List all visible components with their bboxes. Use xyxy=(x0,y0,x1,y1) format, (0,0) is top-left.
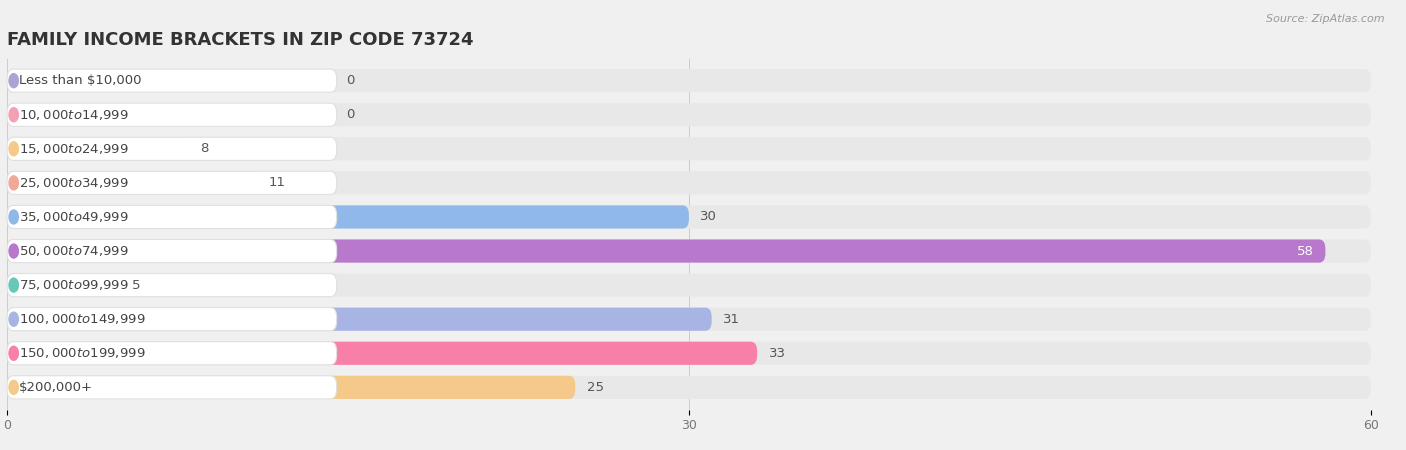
Text: 58: 58 xyxy=(1298,244,1315,257)
Circle shape xyxy=(8,176,18,190)
Text: 5: 5 xyxy=(132,279,141,292)
Circle shape xyxy=(8,74,18,88)
FancyBboxPatch shape xyxy=(7,103,336,126)
Circle shape xyxy=(8,380,18,394)
FancyBboxPatch shape xyxy=(7,171,257,194)
FancyBboxPatch shape xyxy=(7,205,689,229)
Text: $100,000 to $149,999: $100,000 to $149,999 xyxy=(18,312,145,326)
Text: 25: 25 xyxy=(586,381,603,394)
FancyBboxPatch shape xyxy=(7,171,1371,194)
Text: $200,000+: $200,000+ xyxy=(18,381,93,394)
FancyBboxPatch shape xyxy=(7,308,1371,331)
FancyBboxPatch shape xyxy=(7,69,336,92)
FancyBboxPatch shape xyxy=(7,239,1326,263)
Text: $10,000 to $14,999: $10,000 to $14,999 xyxy=(18,108,128,122)
FancyBboxPatch shape xyxy=(7,376,575,399)
FancyBboxPatch shape xyxy=(7,308,711,331)
Text: 30: 30 xyxy=(700,211,717,224)
FancyBboxPatch shape xyxy=(7,274,121,297)
Text: $75,000 to $99,999: $75,000 to $99,999 xyxy=(18,278,128,292)
Circle shape xyxy=(8,346,18,360)
Text: Less than $10,000: Less than $10,000 xyxy=(18,74,141,87)
Text: 8: 8 xyxy=(200,142,208,155)
FancyBboxPatch shape xyxy=(7,205,336,229)
FancyBboxPatch shape xyxy=(7,69,1371,92)
FancyBboxPatch shape xyxy=(7,239,1371,263)
Text: Source: ZipAtlas.com: Source: ZipAtlas.com xyxy=(1267,14,1385,23)
FancyBboxPatch shape xyxy=(7,376,1371,399)
FancyBboxPatch shape xyxy=(7,274,336,297)
Text: $25,000 to $34,999: $25,000 to $34,999 xyxy=(18,176,128,190)
FancyBboxPatch shape xyxy=(7,137,336,160)
Text: 11: 11 xyxy=(269,176,285,189)
Text: $35,000 to $49,999: $35,000 to $49,999 xyxy=(18,210,128,224)
FancyBboxPatch shape xyxy=(7,342,1371,365)
Text: $15,000 to $24,999: $15,000 to $24,999 xyxy=(18,142,128,156)
FancyBboxPatch shape xyxy=(7,274,1371,297)
FancyBboxPatch shape xyxy=(7,239,336,263)
FancyBboxPatch shape xyxy=(7,137,1371,160)
Circle shape xyxy=(8,312,18,326)
Circle shape xyxy=(8,108,18,122)
Circle shape xyxy=(8,244,18,258)
FancyBboxPatch shape xyxy=(7,103,1371,126)
FancyBboxPatch shape xyxy=(7,171,336,194)
Text: 33: 33 xyxy=(769,347,786,360)
FancyBboxPatch shape xyxy=(7,342,336,365)
Text: 0: 0 xyxy=(346,108,354,121)
Text: 31: 31 xyxy=(723,313,740,326)
FancyBboxPatch shape xyxy=(7,376,336,399)
Circle shape xyxy=(8,142,18,156)
Text: $150,000 to $199,999: $150,000 to $199,999 xyxy=(18,346,145,360)
FancyBboxPatch shape xyxy=(7,342,756,365)
Text: 0: 0 xyxy=(346,74,354,87)
Circle shape xyxy=(8,278,18,292)
FancyBboxPatch shape xyxy=(7,137,188,160)
FancyBboxPatch shape xyxy=(7,205,1371,229)
Text: $50,000 to $74,999: $50,000 to $74,999 xyxy=(18,244,128,258)
Text: FAMILY INCOME BRACKETS IN ZIP CODE 73724: FAMILY INCOME BRACKETS IN ZIP CODE 73724 xyxy=(7,31,474,49)
FancyBboxPatch shape xyxy=(7,308,336,331)
Circle shape xyxy=(8,210,18,224)
